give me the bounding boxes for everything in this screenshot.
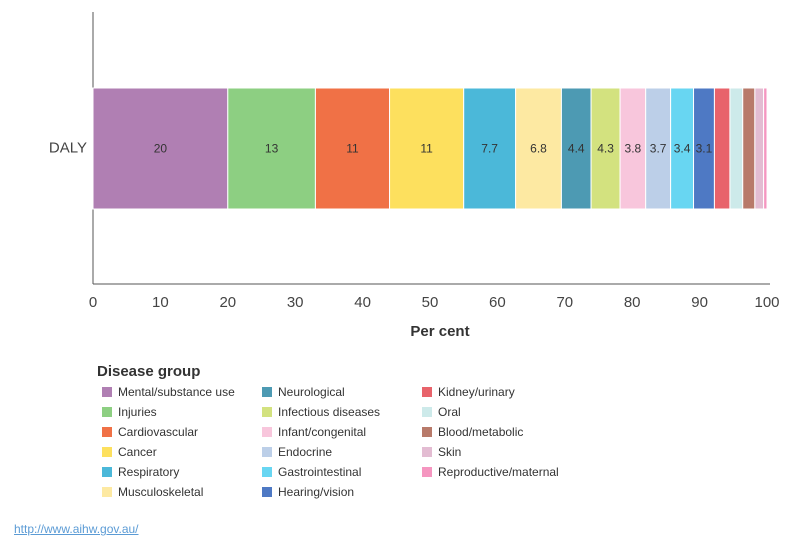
bar-segment bbox=[227, 87, 316, 210]
x-tick-label: 40 bbox=[354, 294, 371, 311]
legend-label: Injuries bbox=[118, 405, 157, 419]
legend-title: Disease group bbox=[97, 363, 200, 380]
bar-label: 13 bbox=[265, 142, 279, 156]
legend-label: Oral bbox=[438, 405, 461, 419]
bar-label: 20 bbox=[154, 142, 168, 156]
legend-swatch bbox=[262, 467, 272, 477]
legend-label: Cardiovascular bbox=[118, 425, 198, 439]
bar-label: 7.7 bbox=[481, 142, 498, 156]
bar-segment bbox=[742, 87, 756, 210]
legend-swatch bbox=[262, 447, 272, 457]
bar-segment bbox=[590, 87, 621, 210]
bar-label: 11 bbox=[346, 142, 359, 156]
legend-swatch bbox=[102, 407, 112, 417]
bar-segment bbox=[619, 87, 647, 210]
legend-label: Mental/substance use bbox=[118, 385, 235, 399]
legend-label: Kidney/urinary bbox=[438, 385, 515, 399]
legend-label: Neurological bbox=[278, 385, 345, 399]
legend-swatch bbox=[262, 427, 272, 437]
legend-swatch bbox=[422, 427, 432, 437]
legend-label: Blood/metabolic bbox=[438, 425, 523, 439]
bar-label: 6.8 bbox=[530, 142, 547, 156]
bar-label: 11 bbox=[420, 142, 433, 156]
bar-label: 4.3 bbox=[597, 142, 614, 156]
bar-label: 4.4 bbox=[568, 142, 585, 156]
bar-segment bbox=[314, 87, 391, 210]
legend-swatch bbox=[102, 447, 112, 457]
x-axis-title: Per cent bbox=[410, 323, 469, 340]
chart: Per cent Disease group 0 10 20 30 40 50 60 70 80… bbox=[49, 12, 780, 499]
legend-swatch bbox=[422, 467, 432, 477]
footer-link[interactable]: http://www.aihw.gov.au/ bbox=[14, 522, 139, 536]
legend-label: Cancer bbox=[118, 445, 157, 459]
legend-swatch bbox=[422, 407, 432, 417]
x-tick-label: 0 bbox=[89, 294, 97, 311]
bar-segment bbox=[763, 87, 768, 210]
legend-label: Skin bbox=[438, 445, 461, 459]
legend-label: Infant/congenital bbox=[278, 425, 366, 439]
x-tick-label: 50 bbox=[422, 294, 439, 311]
legend-swatch bbox=[102, 487, 112, 497]
bar-label: 3.1 bbox=[696, 142, 713, 156]
bar-segment bbox=[713, 87, 731, 210]
y-tick-label: DALY bbox=[49, 139, 87, 156]
bar-segment bbox=[92, 87, 229, 210]
legend-swatch bbox=[102, 467, 112, 477]
legend-swatch bbox=[262, 407, 272, 417]
x-tick-label: 80 bbox=[624, 294, 641, 311]
legend-label: Infectious diseases bbox=[278, 405, 380, 419]
legend-label: Reproductive/maternal bbox=[438, 465, 559, 479]
x-tick-label: 60 bbox=[489, 294, 506, 311]
x-tick-label: 70 bbox=[556, 294, 573, 311]
bar-segment bbox=[560, 87, 592, 210]
legend-label: Endocrine bbox=[278, 445, 332, 459]
bar-label: 3.4 bbox=[674, 142, 691, 156]
x-tick-label: 100 bbox=[754, 294, 779, 311]
x-tick-label: 20 bbox=[219, 294, 236, 311]
legend-label: Gastrointestinal bbox=[278, 465, 361, 479]
bar-segment bbox=[389, 87, 465, 210]
legend-swatch bbox=[262, 487, 272, 497]
bar-label: 3.7 bbox=[650, 142, 667, 156]
bar-segment bbox=[754, 87, 765, 210]
legend-swatch bbox=[102, 427, 112, 437]
legend-swatch bbox=[102, 387, 112, 397]
x-tick-label: 10 bbox=[152, 294, 169, 311]
bar-segment bbox=[515, 87, 562, 210]
legend-label: Respiratory bbox=[118, 465, 179, 479]
bar-segment bbox=[645, 87, 672, 210]
bar-label: 3.8 bbox=[625, 142, 642, 156]
bar-segment bbox=[729, 87, 744, 210]
legend-swatch bbox=[262, 387, 272, 397]
legend-swatch bbox=[422, 447, 432, 457]
x-tick-label: 90 bbox=[691, 294, 708, 311]
legend-label: Musculoskeletal bbox=[118, 485, 203, 499]
x-tick-label: 30 bbox=[287, 294, 304, 311]
legend-label: Hearing/vision bbox=[278, 485, 354, 499]
legend-swatch bbox=[422, 387, 432, 397]
